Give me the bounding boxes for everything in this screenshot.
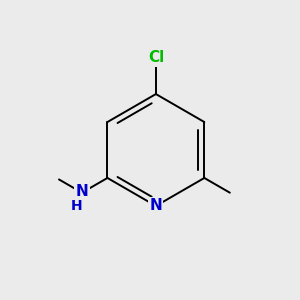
Text: Cl: Cl (148, 50, 164, 65)
Text: N: N (149, 198, 162, 213)
Text: H: H (71, 199, 82, 213)
Text: N: N (76, 184, 88, 199)
